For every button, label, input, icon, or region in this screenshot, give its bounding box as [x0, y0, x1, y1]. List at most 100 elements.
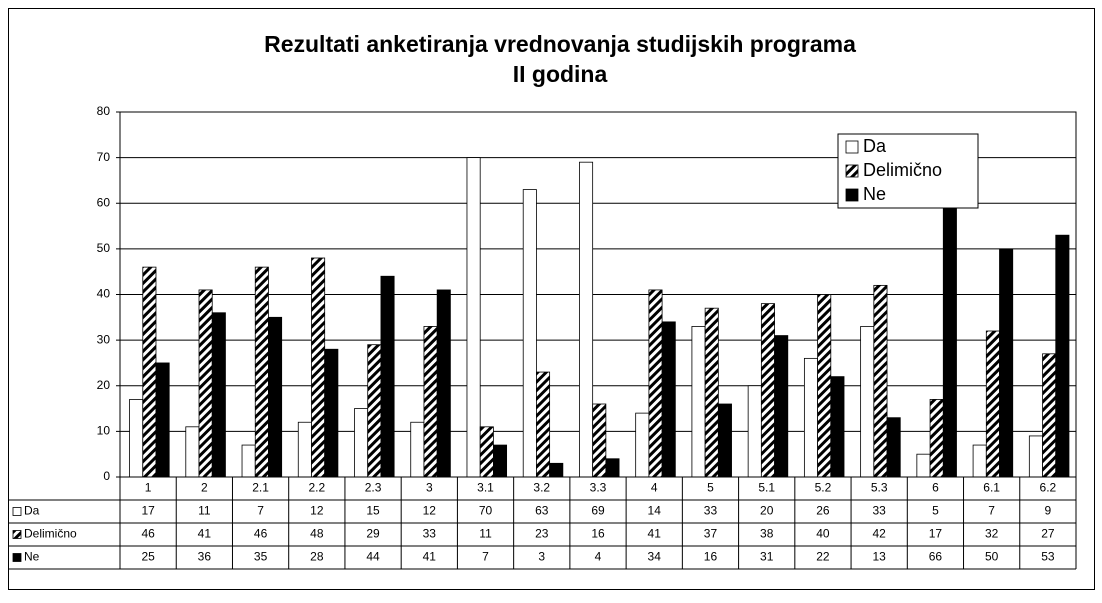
- bar: [185, 426, 200, 478]
- table-value: 12: [423, 504, 437, 518]
- x-tick-label: 2: [201, 481, 208, 495]
- bar: [747, 385, 762, 478]
- chart-subtitle: II godina: [513, 61, 608, 87]
- bar: [605, 458, 620, 478]
- bar: [297, 421, 312, 478]
- table-value: 17: [929, 527, 943, 541]
- table-value: 4: [595, 550, 602, 564]
- table-value: 15: [366, 504, 380, 518]
- x-tick-label: 1: [145, 481, 152, 495]
- table-series-label: Ne: [24, 550, 40, 564]
- bar: [691, 326, 706, 478]
- bar: [886, 417, 901, 478]
- x-tick-label: 2.3: [365, 481, 382, 495]
- bar: [916, 453, 931, 478]
- legend-label: Ne: [863, 184, 886, 204]
- bar: [367, 344, 382, 478]
- table-value: 7: [257, 504, 264, 518]
- table-value: 44: [366, 550, 380, 564]
- table-value: 3: [538, 550, 545, 564]
- table-value: 63: [535, 504, 549, 518]
- y-tick-label: 0: [103, 469, 110, 483]
- bar: [999, 248, 1014, 478]
- bar: [311, 257, 326, 478]
- chart-title: Rezultati anketiranja vrednovanja studij…: [264, 31, 856, 57]
- table-value: 26: [816, 504, 830, 518]
- x-tick-label: 3: [426, 481, 433, 495]
- table-value: 28: [310, 550, 324, 564]
- x-tick-label: 6: [932, 481, 939, 495]
- bar: [635, 412, 650, 478]
- bar: [972, 444, 987, 478]
- y-tick-label: 10: [97, 424, 111, 438]
- bar: [549, 462, 564, 478]
- x-tick-label: 6.2: [1040, 481, 1057, 495]
- bar: [579, 161, 594, 478]
- x-tick-label: 2.2: [308, 481, 325, 495]
- bar: [268, 316, 283, 478]
- bar: [436, 289, 451, 478]
- table-value: 69: [591, 504, 605, 518]
- table-value: 46: [141, 527, 155, 541]
- table-value: 23: [535, 527, 549, 541]
- bar: [873, 284, 888, 478]
- x-tick-label: 6.1: [983, 481, 1000, 495]
- bar: [324, 348, 339, 478]
- y-tick-label: 20: [97, 378, 111, 392]
- table-value: 48: [310, 527, 324, 541]
- table-value: 37: [704, 527, 718, 541]
- bar: [142, 266, 157, 478]
- bar: [760, 303, 775, 478]
- bar: [942, 175, 957, 478]
- table-value: 33: [423, 527, 437, 541]
- table-value: 9: [1045, 504, 1052, 518]
- bar: [466, 157, 481, 478]
- bar: [592, 403, 607, 478]
- legend-key: [845, 140, 859, 154]
- x-tick-label: 5.2: [815, 481, 832, 495]
- bar: [830, 376, 845, 478]
- bar: [254, 266, 269, 478]
- table-value: 46: [254, 527, 268, 541]
- bar: [1042, 353, 1057, 478]
- table-value: 66: [929, 550, 943, 564]
- table-value: 12: [310, 504, 324, 518]
- bar: [129, 399, 144, 478]
- table-value: 41: [198, 527, 212, 541]
- table-value: 36: [198, 550, 212, 564]
- bar: [1055, 234, 1070, 478]
- bar: [860, 326, 875, 478]
- legend-key: [845, 164, 859, 178]
- bar: [241, 444, 256, 478]
- table-value: 34: [648, 550, 662, 564]
- bar: [803, 357, 818, 478]
- table-value: 41: [648, 527, 662, 541]
- x-tick-label: 5.3: [871, 481, 888, 495]
- bar: [493, 444, 508, 478]
- table-value: 16: [591, 527, 605, 541]
- table-value: 11: [198, 504, 211, 518]
- bar: [717, 403, 732, 478]
- bar: [704, 307, 719, 478]
- bar: [198, 289, 213, 478]
- bar: [410, 421, 425, 478]
- table-key: [12, 553, 22, 562]
- x-tick-label: 3.2: [533, 481, 550, 495]
- bar: [817, 294, 832, 478]
- bar: [479, 426, 494, 478]
- table-value: 25: [141, 550, 155, 564]
- x-tick-label: 5: [707, 481, 714, 495]
- x-tick-label: 3.3: [590, 481, 607, 495]
- table-value: 42: [872, 527, 886, 541]
- bar: [929, 399, 944, 478]
- bar: [648, 289, 663, 478]
- table-value: 5: [932, 504, 939, 518]
- bar: [522, 189, 537, 478]
- table-value: 27: [1041, 527, 1055, 541]
- legend-key: [845, 188, 859, 202]
- bar: [380, 275, 395, 478]
- table-key: [12, 507, 22, 516]
- bar: [423, 326, 438, 478]
- table-value: 20: [760, 504, 774, 518]
